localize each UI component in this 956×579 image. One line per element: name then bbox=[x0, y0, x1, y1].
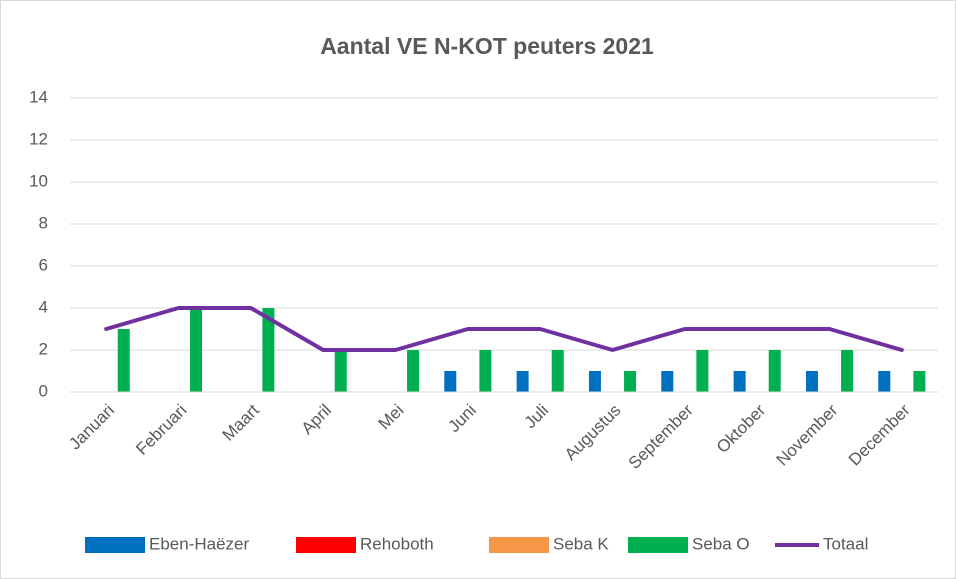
y-tick-label: 12 bbox=[29, 129, 48, 148]
bar bbox=[805, 371, 818, 392]
legend-label: Seba K bbox=[553, 534, 609, 553]
bar bbox=[841, 350, 854, 392]
bar bbox=[262, 308, 275, 392]
legend-label: Rehoboth bbox=[360, 534, 434, 553]
bar bbox=[661, 371, 674, 392]
bar bbox=[913, 371, 926, 392]
bar bbox=[588, 371, 601, 392]
legend-swatch bbox=[489, 537, 549, 553]
bar bbox=[479, 350, 492, 392]
bar bbox=[696, 350, 709, 392]
bar bbox=[334, 350, 347, 392]
bar bbox=[878, 371, 891, 392]
chart-title: Aantal VE N-KOT peuters 2021 bbox=[320, 33, 654, 59]
y-tick-label: 2 bbox=[39, 339, 48, 358]
y-tick-label: 10 bbox=[29, 171, 48, 190]
line bbox=[104, 306, 904, 352]
y-tick-label: 14 bbox=[29, 87, 48, 106]
bar bbox=[551, 350, 564, 392]
legend-swatch bbox=[85, 537, 145, 553]
legend-label: Eben-Haëzer bbox=[149, 534, 250, 553]
bar bbox=[444, 371, 457, 392]
bar bbox=[516, 371, 529, 392]
bar bbox=[733, 371, 746, 392]
legend-label: Totaal bbox=[823, 534, 868, 553]
y-tick-label: 0 bbox=[39, 381, 48, 400]
bar bbox=[190, 308, 203, 392]
legend-label: Seba O bbox=[692, 534, 750, 553]
y-tick-label: 4 bbox=[39, 297, 48, 316]
legend-swatch bbox=[296, 537, 356, 553]
legend-swatch bbox=[628, 537, 688, 553]
bar bbox=[407, 350, 420, 392]
bar bbox=[624, 371, 637, 392]
y-tick-label: 6 bbox=[39, 255, 48, 274]
bar bbox=[117, 329, 130, 392]
y-tick-label: 8 bbox=[39, 213, 48, 232]
bar bbox=[768, 350, 781, 392]
